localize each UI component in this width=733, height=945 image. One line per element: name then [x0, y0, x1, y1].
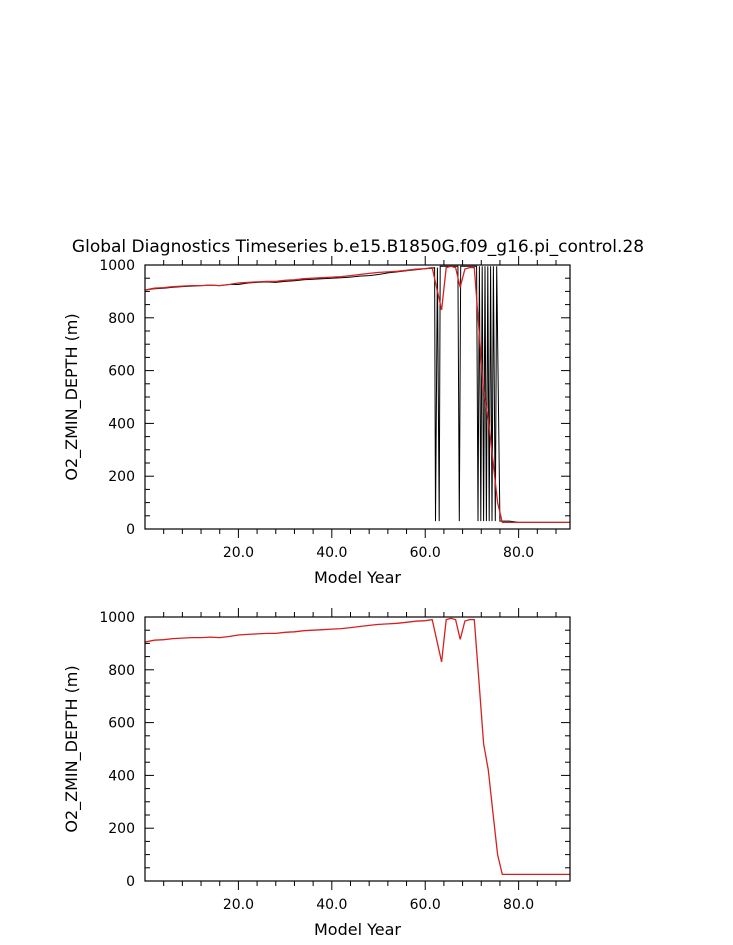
- y-tick-label: 1000: [99, 610, 135, 626]
- x-tick-label: 20.0: [223, 897, 254, 913]
- x-tick-label: 60.0: [410, 897, 441, 913]
- x-axis-label: Model Year: [314, 920, 401, 939]
- y-tick-label: 0: [126, 522, 135, 538]
- x-tick-label: 80.0: [503, 545, 534, 561]
- y-tick-label: 1000: [99, 258, 135, 274]
- x-tick-label: 60.0: [410, 545, 441, 561]
- plot-frame: [144, 264, 571, 530]
- bottom-panel: 0 200 400 600 800 1000 20.0 40.0 60.0 80.0 Model Y…: [62, 608, 571, 939]
- y-tick-label: 200: [108, 821, 135, 837]
- figure-title: Global Diagnostics Timeseries b.e15.B185…: [72, 237, 644, 257]
- y-axis-label: O2_ZMIN_DEPTH (m): [62, 665, 82, 832]
- x-tick-label: 20.0: [223, 545, 254, 561]
- y-tick-label: 800: [108, 663, 135, 679]
- series-line-annual: [145, 265, 570, 524]
- y-tick-label: 600: [108, 716, 135, 732]
- y-tick-label: 200: [108, 469, 135, 485]
- top-panel: 0 200 400 600 800 1000 20.0 40.0 60.0 80.0 Model Y…: [62, 256, 571, 587]
- x-tick-label: 80.0: [503, 897, 534, 913]
- plot-frame: [144, 616, 571, 882]
- series-line-monthly: [145, 265, 570, 523]
- y-tick-label: 600: [108, 364, 135, 380]
- y-axis-label: O2_ZMIN_DEPTH (m): [62, 313, 82, 480]
- y-tick-label: 400: [108, 768, 135, 784]
- y-tick-label: 400: [108, 416, 135, 432]
- y-tick-label: 0: [126, 874, 135, 890]
- x-tick-label: 40.0: [316, 897, 347, 913]
- x-axis-label: Model Year: [314, 568, 401, 587]
- x-tick-label: 40.0: [316, 545, 347, 561]
- series-line-annual: [145, 617, 570, 876]
- y-tick-label: 800: [108, 311, 135, 327]
